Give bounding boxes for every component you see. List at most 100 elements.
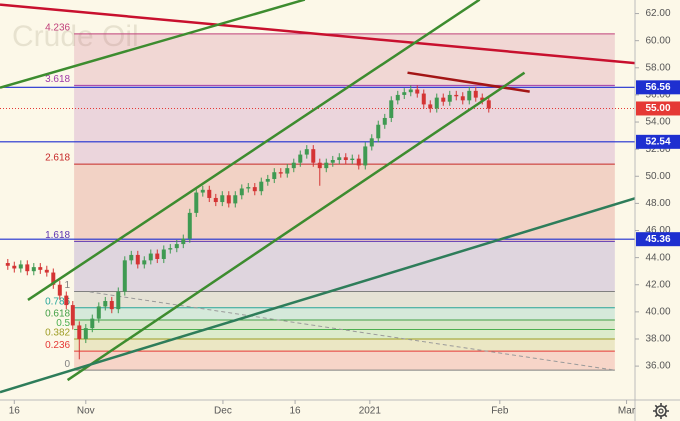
candle-body — [246, 187, 251, 189]
y-tick-label: 44.00 — [645, 252, 670, 263]
candle-body — [330, 160, 335, 163]
y-tick-label: 42.00 — [645, 279, 670, 290]
fib-band — [74, 241, 615, 292]
y-tick-label: 46.00 — [645, 225, 670, 236]
candle-body — [486, 100, 491, 109]
price-line-label: 45.36 — [645, 234, 670, 245]
candle-body — [77, 325, 82, 339]
candle-body — [317, 162, 322, 169]
fib-band — [74, 307, 615, 320]
candle-body — [161, 249, 166, 259]
candle-body — [103, 301, 108, 307]
fib-label: 0 — [65, 359, 71, 370]
candle-body — [142, 260, 147, 265]
candle-body — [194, 192, 199, 213]
fib-band — [74, 164, 615, 242]
candle-body — [5, 263, 10, 266]
x-tick-label: Mar — [618, 406, 636, 417]
trendline — [0, 0, 306, 89]
candle-body — [135, 254, 140, 265]
y-tick-label: 38.00 — [645, 334, 670, 345]
fib-band — [74, 33, 615, 86]
candle-body — [181, 238, 186, 245]
x-tick-label: 16 — [9, 406, 21, 417]
candle-body — [343, 157, 348, 160]
candle-body — [90, 318, 95, 329]
y-tick-label: 54.00 — [645, 117, 670, 128]
fib-band — [74, 329, 615, 339]
y-tick-label: 60.00 — [645, 35, 670, 46]
trendline — [66, 71, 526, 382]
fib-band — [74, 351, 615, 371]
trendline — [407, 71, 530, 93]
fib-band — [74, 338, 615, 352]
candle-body — [220, 195, 225, 203]
candle-body — [226, 195, 231, 204]
y-tick-label: 62.00 — [645, 8, 670, 19]
fib-label: 1 — [65, 280, 71, 291]
price-line-box — [636, 80, 680, 95]
candle-body — [44, 269, 49, 273]
candle-body — [200, 189, 205, 193]
candle-body — [12, 265, 17, 269]
candle-body — [350, 158, 355, 160]
y-tick-label: 50.00 — [645, 171, 670, 182]
x-tick-label: 2021 — [359, 406, 382, 417]
candle-body — [51, 272, 56, 285]
candle-body — [57, 284, 62, 296]
plot-area: Crude Oil 4.236 3.618 2.618 1.618 1 0.786 0.61… — [0, 0, 635, 394]
candle-body — [174, 244, 179, 249]
candle-body — [376, 124, 381, 139]
fib-label: 0.618 — [45, 309, 70, 320]
candle-body — [447, 94, 452, 102]
trendline — [0, 196, 635, 394]
y-tick-label: 36.00 — [645, 361, 670, 372]
fib-label: 1.618 — [45, 230, 70, 241]
x-tick-label: Feb — [491, 406, 509, 417]
candle-body — [415, 89, 420, 94]
candle-body — [70, 305, 75, 326]
watermark: Crude Oil — [12, 20, 139, 53]
dashed-line — [89, 291, 615, 371]
candle-body — [25, 264, 30, 272]
fib-label: 0.236 — [45, 340, 70, 351]
candle-body — [252, 187, 257, 192]
candle-body — [434, 97, 439, 109]
last-price-label: 55.00 — [645, 103, 670, 114]
price-line-label: 52.54 — [645, 136, 670, 147]
candle-body — [428, 104, 433, 109]
candle-body — [337, 157, 342, 160]
candle-body — [480, 97, 485, 101]
candle-body — [421, 93, 426, 105]
candle-body — [38, 267, 43, 270]
candle-body — [239, 188, 244, 196]
x-tick-label: 16 — [290, 406, 302, 417]
y-tick-label: 52.00 — [645, 144, 670, 155]
fib-label: 0.382 — [45, 328, 70, 339]
last-price-box — [636, 101, 680, 116]
candle-body — [298, 154, 303, 163]
candle-body — [363, 146, 368, 166]
candle-body — [187, 212, 192, 239]
fib-label: 4.236 — [45, 23, 70, 34]
fib-label: 0.5 — [56, 318, 70, 329]
candle-body — [467, 90, 472, 101]
fib-band — [74, 291, 615, 308]
candle-body — [278, 172, 283, 174]
candle-body — [408, 89, 413, 93]
candle-body — [311, 149, 316, 163]
axes: 36.00 38.00 40.00 42.00 44.00 46.00 48.00 50.00… — [9, 8, 680, 417]
candle-body — [441, 97, 446, 102]
candle-body — [395, 94, 400, 101]
candle-body — [389, 100, 394, 118]
candle-body — [122, 260, 127, 292]
candle-body — [369, 138, 374, 147]
candle-body — [324, 162, 329, 169]
y-tick-label: 40.00 — [645, 307, 670, 318]
settings-icon[interactable] — [653, 403, 669, 419]
candle-body — [31, 267, 36, 272]
candle-body — [148, 253, 153, 261]
candle-body — [454, 94, 459, 97]
candle-body — [356, 158, 361, 166]
